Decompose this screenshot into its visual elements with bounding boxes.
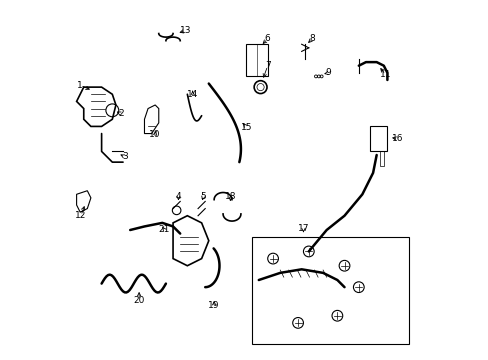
Text: 21: 21 [158,225,169,234]
Text: 10: 10 [149,130,161,139]
Text: 3: 3 [122,152,127,161]
Text: 5: 5 [200,192,206,201]
Bar [251,237,408,344]
Text: 1: 1 [77,81,83,90]
Text: 9: 9 [325,68,331,77]
Text: 18: 18 [224,192,236,201]
Bar [369,126,386,152]
Text: 8: 8 [309,35,315,44]
Text: 19: 19 [208,301,220,310]
Text: 4: 4 [175,192,181,201]
Text: 17: 17 [297,224,308,233]
Text: 11: 11 [379,70,390,79]
Text: 12: 12 [75,211,86,220]
Bar [246,44,267,76]
Text: 15: 15 [240,123,251,132]
Text: 20: 20 [133,296,144,305]
Bar [380,152,383,166]
Text: 7: 7 [264,61,270,70]
Text: 2: 2 [118,109,124,118]
Text: 6: 6 [264,35,270,44]
Text: 16: 16 [391,134,403,143]
Text: 14: 14 [186,90,198,99]
Text: 13: 13 [180,26,191,35]
